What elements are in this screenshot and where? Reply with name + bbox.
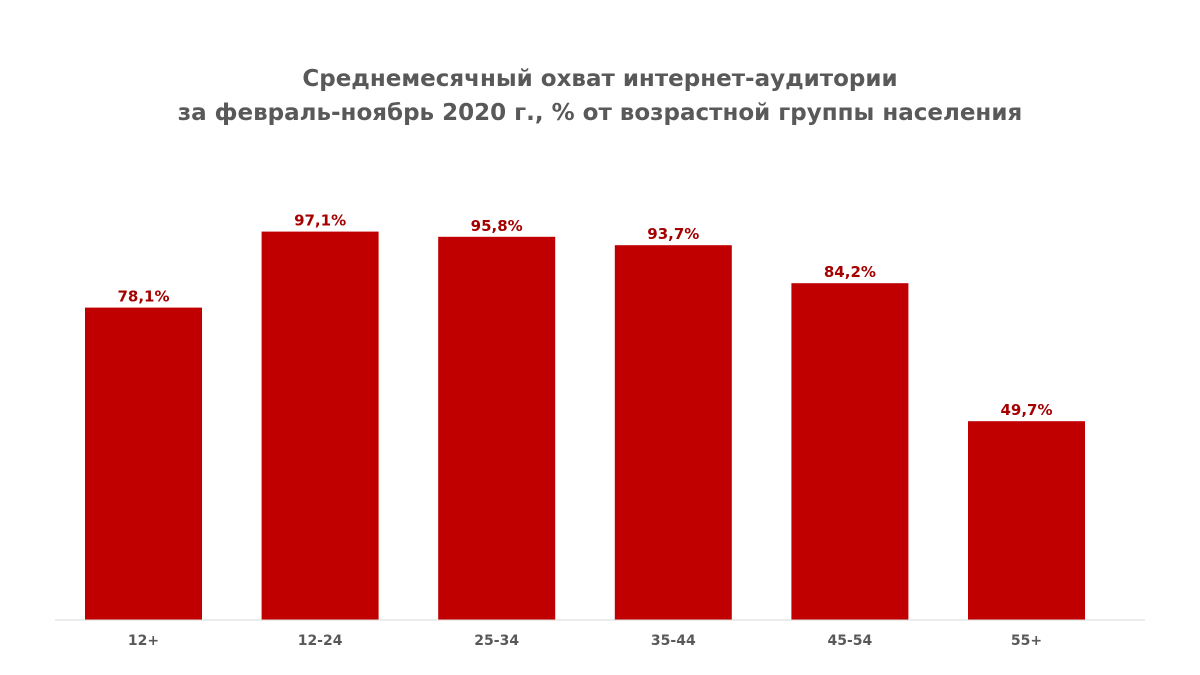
bar-45-54 (791, 283, 909, 620)
x-tick-labels-group: 12+ 12-24 25-34 35-44 45-54 55+ (128, 633, 1042, 649)
x-tick-label-25-34: 25-34 (474, 633, 519, 649)
x-tick-label-12-24: 12-24 (298, 633, 343, 649)
bar-12+ (85, 307, 202, 620)
chart-title-line-2: за февраль-ноябрь 2020 г., % от возрастн… (177, 100, 1023, 126)
bars-group (85, 231, 1085, 621)
chart-title-line-1: Среднемесячный охват интернет-аудитории (302, 66, 898, 92)
data-label-55+: 49,7% (1000, 401, 1052, 419)
x-tick-label-45-54: 45-54 (828, 633, 873, 649)
data-label-12-24: 97,1% (294, 212, 346, 230)
bar-55+ (968, 421, 1085, 620)
bar-12-24 (261, 231, 379, 620)
chart-title: Среднемесячный охват интернет-аудитории … (0, 62, 1200, 130)
bar-25-34 (438, 236, 556, 621)
data-label-45-54: 84,2% (824, 263, 876, 281)
x-tick-label-35-44: 35-44 (651, 633, 696, 649)
x-tick-label-55+: 55+ (1011, 633, 1042, 649)
x-tick-label-12+: 12+ (128, 633, 159, 649)
bar-35-44 (614, 245, 732, 620)
data-label-25-34: 95,8% (471, 217, 523, 235)
data-labels-group: 78,1% 97,1% 95,8% 93,7% 84,2% 49,7% (117, 212, 1052, 420)
data-label-12+: 78,1% (117, 288, 169, 306)
data-label-35-44: 93,7% (647, 225, 699, 243)
